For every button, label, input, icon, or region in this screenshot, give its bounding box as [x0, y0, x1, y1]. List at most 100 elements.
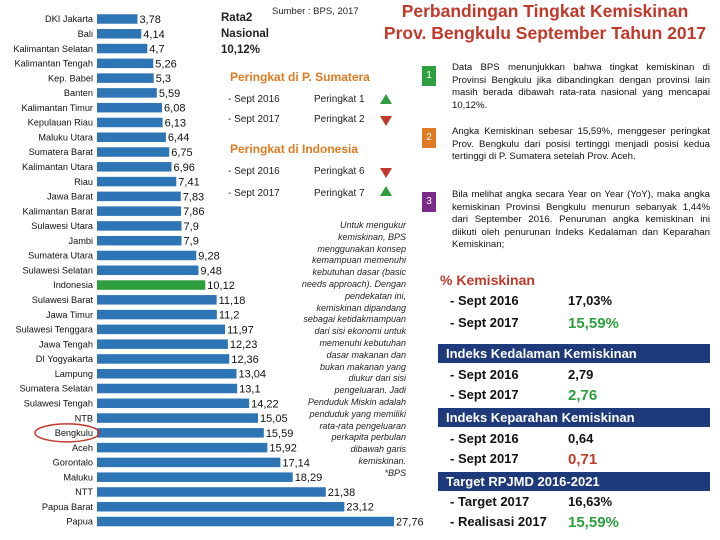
- value-label: 10,12: [207, 280, 235, 292]
- point-number-badge: 3: [422, 192, 436, 212]
- bengkulu-circle: [34, 423, 100, 443]
- bar: [97, 235, 182, 246]
- arrow-down-icon: [380, 116, 392, 126]
- point-text-3: Bila melihat angka secara Year on Year (…: [452, 189, 710, 251]
- value-label: 9,48: [200, 265, 221, 277]
- summary-row: - Realisasi 2017 15,59%: [440, 512, 712, 535]
- bar: [97, 191, 181, 202]
- poverty-rate-title: % Kemiskinan: [440, 272, 535, 288]
- bar: [97, 339, 228, 349]
- bar: [97, 516, 395, 527]
- summary-value: 16,63%: [568, 494, 613, 509]
- category-label: Sumatera Barat: [29, 147, 94, 157]
- summary-row: - Sept 2017 0,71: [440, 449, 712, 472]
- value-label: 7,9: [184, 236, 199, 248]
- ranking-panel: Peringkat di P. Sumatera - Sept 2016 Per…: [222, 62, 404, 210]
- value-label: 11,18: [219, 295, 246, 307]
- summary-row: - Target 2017 16,63%: [440, 492, 712, 515]
- note-line: perkapita perbulan: [331, 432, 406, 443]
- bar: [97, 487, 326, 497]
- category-label: Bengkulu: [55, 428, 93, 438]
- note-line: needs approach). Dengan: [301, 278, 406, 289]
- bar: [97, 88, 157, 98]
- note-line: menggunakan konsep: [317, 243, 406, 254]
- category-label: Kalimantan Timur: [22, 103, 94, 113]
- category-label: Kalimantan Barat: [23, 206, 94, 216]
- bar: [97, 14, 138, 24]
- category-label: Sulawesi Barat: [32, 295, 94, 305]
- category-label: Sulawesi Tengah: [24, 398, 93, 408]
- note-line: Penduduk Miskin adalah: [307, 396, 406, 407]
- note-line: kemampuan memenuhi: [311, 255, 406, 266]
- value-label: 5,26: [155, 58, 176, 70]
- bar: [97, 280, 206, 290]
- value-label: 9,28: [198, 250, 219, 262]
- bar: [97, 398, 250, 409]
- summary-row: - Sept 2017 2,76: [440, 385, 712, 408]
- summary-value: 17,03%: [568, 293, 613, 308]
- note-line: sebagai ketidakmampuan: [303, 314, 406, 325]
- bar: [97, 265, 199, 276]
- summary-value: 15,59%: [568, 514, 619, 531]
- bar: [97, 250, 197, 261]
- note-line: bukan makanan yang: [319, 361, 406, 372]
- value-label: 7,9: [184, 221, 199, 233]
- summary-label: - Sept 2017: [450, 451, 519, 466]
- bar: [97, 295, 217, 305]
- category-label: Papua Barat: [42, 502, 94, 512]
- summary-value: 15,59%: [568, 315, 619, 332]
- bar: [97, 428, 264, 438]
- ranking-sumatera-title: Peringkat di P. Sumatera: [230, 70, 370, 84]
- value-label: 27,76: [396, 517, 424, 529]
- bar: [97, 472, 293, 482]
- bar: [97, 58, 154, 69]
- summary-label: - Sept 2016: [450, 293, 519, 308]
- avg-line-3: 10,12%: [221, 44, 261, 56]
- bar: [97, 73, 154, 83]
- bar: [97, 117, 163, 128]
- value-label: 17,14: [282, 457, 310, 469]
- category-label: Kalimantan Tengah: [15, 59, 94, 69]
- ranking-indonesia-title: Peringkat di Indonesia: [230, 142, 359, 156]
- bar: [97, 383, 238, 394]
- category-label: Indonesia: [53, 280, 94, 290]
- bar: [97, 442, 268, 453]
- bar: [97, 309, 217, 320]
- value-label: 12,23: [230, 339, 258, 351]
- value-label: 23,12: [346, 502, 374, 514]
- category-label: Sulawesi Utara: [31, 221, 94, 231]
- category-label: Kalimantan Selatan: [13, 44, 93, 54]
- bar: [97, 29, 142, 39]
- summary-label: - Sept 2016: [450, 367, 519, 382]
- summary-label: - Sept 2016: [450, 431, 519, 446]
- category-label: Bali: [78, 29, 93, 39]
- value-label: 6,75: [171, 147, 192, 159]
- point-text-2: Angka Kemiskinan sebesar 15,59%, mengges…: [452, 126, 710, 163]
- category-label: NTB: [75, 413, 93, 423]
- category-label: Jambi: [68, 236, 93, 246]
- category-label: Maluku Utara: [38, 132, 94, 142]
- value-label: 13,1: [239, 384, 260, 396]
- note-line: *BPS: [384, 467, 406, 478]
- category-label: Papua: [66, 517, 93, 527]
- ranking-value: Peringkat 2: [314, 114, 365, 125]
- bar: [97, 324, 226, 335]
- note-line: memenuhi kebutuhan: [319, 337, 406, 348]
- category-label: Sulawesi Tenggara: [16, 325, 94, 335]
- category-label: Sulawesi Selatan: [23, 265, 93, 275]
- ranking-value: Peringkat 1: [314, 94, 365, 105]
- severity-index-band: Indeks Keparahan Kemiskinan: [438, 408, 710, 427]
- category-label: Lampung: [55, 369, 93, 379]
- value-label: 12,36: [231, 354, 259, 366]
- category-label: Aceh: [72, 443, 93, 453]
- avg-line-1: Rata2: [221, 12, 253, 24]
- point-number-badge: 1: [422, 66, 436, 86]
- ranking-value: Peringkat 6: [314, 166, 365, 177]
- summary-label: - Sept 2017: [450, 387, 519, 402]
- summary-row: - Sept 2017 15,59%: [440, 313, 712, 336]
- note-line: kebutuhan dasar (basic: [312, 267, 406, 278]
- ranking-label: - Sept 2016: [228, 166, 280, 177]
- value-label: 7,41: [178, 177, 199, 189]
- value-label: 6,96: [173, 162, 194, 174]
